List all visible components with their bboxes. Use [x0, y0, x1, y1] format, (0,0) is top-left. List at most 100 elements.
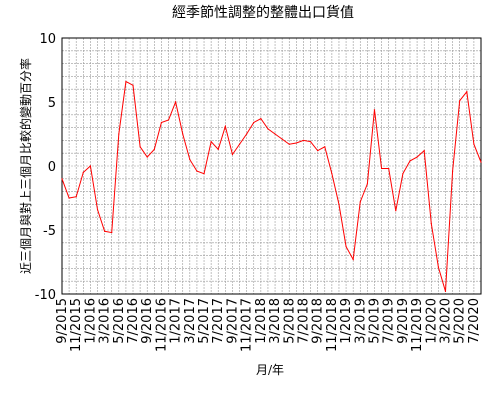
x-tick-label: 7/2017 — [211, 298, 226, 344]
grid — [62, 38, 481, 294]
data-point — [203, 173, 205, 175]
data-point — [359, 201, 361, 203]
x-tick-label: 11/2017 — [240, 298, 255, 352]
y-tick-label: -5 — [43, 224, 56, 239]
series-line — [61, 80, 482, 292]
x-tick-label: 9/2019 — [396, 298, 411, 344]
data-point — [153, 148, 155, 150]
y-tick-label: -10 — [35, 288, 56, 303]
data-point — [139, 146, 141, 148]
data-point — [246, 133, 248, 135]
x-tick-label: 7/2019 — [382, 298, 397, 344]
x-tick-label: 1/2020 — [424, 298, 439, 344]
x-tick-label: 3/2019 — [353, 298, 368, 344]
data-point — [217, 148, 219, 150]
x-tick-label: 5/2018 — [282, 298, 297, 344]
data-point — [366, 183, 368, 185]
data-point — [231, 153, 234, 156]
data-point — [118, 133, 120, 135]
y-tick-label: 10 — [39, 32, 56, 47]
data-point — [373, 109, 376, 111]
x-tick-label: 5/2017 — [197, 298, 212, 344]
data-point — [459, 100, 461, 102]
x-tick-label: 11/2016 — [154, 298, 169, 352]
data-point — [309, 141, 312, 143]
data-point — [402, 173, 404, 175]
data-point — [238, 143, 241, 145]
data-point — [160, 121, 163, 124]
data-point — [68, 197, 70, 199]
data-point — [167, 119, 170, 121]
x-axis: 9/2015 11/2015 1/2016 3/2016 5/2016 7/2016 9/2… — [55, 298, 482, 352]
data-point — [260, 118, 262, 120]
x-tick-label: 11/2015 — [69, 298, 84, 352]
x-tick-label: 11/2018 — [325, 298, 340, 352]
x-tick-label: 9/2016 — [140, 298, 155, 344]
data-point — [473, 143, 475, 145]
series-layer — [61, 80, 482, 293]
data-point — [281, 138, 283, 140]
chart-title: 經季節性調整的整體出口貨值 — [172, 4, 354, 21]
y-tick-label: 0 — [48, 160, 56, 175]
data-point — [409, 160, 411, 162]
y-axis-label: 近三個月與對上三個月比較的變動百分率 — [18, 58, 33, 274]
data-point — [331, 173, 333, 175]
x-tick-label: 7/2018 — [296, 298, 311, 344]
x-tick-label: 1/2018 — [254, 298, 269, 344]
data-point — [274, 133, 276, 135]
data-point — [224, 125, 226, 127]
y-tick-label: 5 — [48, 96, 56, 111]
x-tick-label: 7/2016 — [126, 298, 141, 344]
x-tick-label: 3/2016 — [98, 298, 113, 344]
data-point — [338, 203, 340, 205]
x-tick-label: 1/2017 — [169, 298, 184, 344]
x-axis-label: 月/年 — [256, 363, 284, 377]
data-point — [380, 167, 383, 170]
data-point — [210, 141, 212, 143]
data-point — [444, 290, 447, 293]
data-point — [182, 133, 184, 135]
data-point — [189, 159, 191, 161]
data-point — [75, 196, 77, 198]
data-point — [146, 156, 148, 158]
data-point — [451, 170, 454, 172]
data-point — [466, 91, 468, 93]
data-point — [267, 128, 269, 130]
x-tick-label: 5/2016 — [112, 298, 127, 344]
x-tick-label: 3/2017 — [183, 298, 198, 344]
x-tick-label: 7/2020 — [467, 298, 482, 344]
x-tick-label: 5/2019 — [367, 298, 382, 344]
x-tick-label: 9/2015 — [55, 298, 70, 344]
data-point — [302, 139, 305, 141]
data-point — [125, 80, 127, 83]
x-tick-label: 9/2018 — [311, 298, 326, 344]
data-point — [96, 208, 99, 211]
x-tick-label: 3/2018 — [268, 298, 283, 344]
data-point — [104, 230, 106, 232]
data-point — [253, 121, 255, 124]
data-point — [388, 167, 390, 170]
x-tick-label: 1/2016 — [83, 298, 98, 344]
data-point — [175, 101, 177, 103]
data-point — [196, 170, 198, 172]
plot-area — [61, 37, 482, 295]
x-tick-label: 5/2020 — [453, 298, 468, 344]
x-tick-label: 3/2020 — [438, 298, 453, 344]
data-point — [61, 178, 63, 180]
data-point — [324, 146, 326, 148]
data-point — [89, 165, 92, 167]
data-point — [430, 223, 432, 225]
data-point — [288, 143, 290, 145]
y-axis: 10 5 0 -5 -10 — [35, 32, 56, 303]
data-point — [111, 231, 113, 234]
data-point — [295, 142, 297, 144]
data-point — [395, 210, 397, 212]
x-tick-label: 11/2019 — [410, 298, 425, 352]
data-point — [423, 150, 425, 152]
data-point — [416, 156, 418, 158]
data-point — [437, 266, 439, 268]
data-point — [352, 258, 354, 261]
data-point — [345, 246, 347, 248]
data-point — [132, 84, 134, 86]
